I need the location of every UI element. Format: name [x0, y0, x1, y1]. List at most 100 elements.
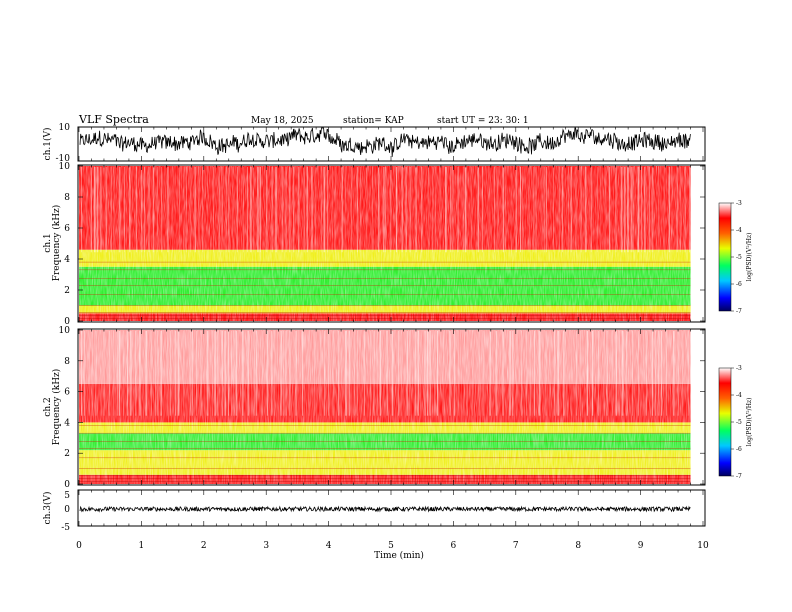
spectrogram-streak	[160, 331, 162, 416]
spectrogram-streak	[135, 331, 137, 416]
time-axis-ticklabels: 0 1 2 3 4 5 6 7 8 9 10	[76, 541, 709, 551]
spectrogram-streak	[515, 167, 517, 253]
spectrogram-streak	[386, 331, 388, 416]
spectrogram-streak	[319, 331, 322, 416]
colorbar-tick-label: -3	[736, 200, 742, 207]
spectrogram-streak	[288, 167, 291, 253]
spectrogram-streak	[520, 331, 522, 416]
spectrogram-streak	[167, 331, 169, 416]
spectrogram-streak	[532, 167, 535, 253]
spectrogram-streak	[668, 167, 671, 253]
spectrogram-streak	[354, 331, 355, 416]
spectrogram-streak	[214, 331, 216, 416]
y-tick-label: 0	[64, 480, 70, 490]
spectrogram-streak	[221, 167, 223, 253]
spectrogram-streak	[397, 331, 399, 416]
time-tick-label: 2	[201, 541, 207, 551]
spectrogram-streak	[591, 331, 594, 416]
spectrogram-streak	[370, 331, 371, 416]
spectrogram-streak	[452, 167, 454, 253]
spectrogram-streak	[409, 331, 411, 416]
spectrogram-streak	[118, 331, 121, 416]
y-tick-label: 0	[64, 317, 70, 327]
spectrogram-streak	[644, 167, 646, 253]
spectrogram-streak	[561, 167, 563, 253]
spectrogram-streak	[618, 331, 621, 416]
ch1-ytick-bottom: -10	[56, 154, 71, 164]
spectrogram-streak	[323, 167, 326, 253]
spectrogram-streak	[444, 167, 447, 253]
spectrogram-streak	[580, 331, 581, 416]
ch1-waveform-panel: 10 -10 ch.1(V)	[42, 123, 706, 164]
spectrogram-streak	[81, 331, 83, 416]
spectrogram-streak	[327, 331, 330, 416]
spectrogram-streak	[415, 167, 418, 253]
spectrogram-streak	[90, 167, 92, 253]
ch3-waveform-xticks	[78, 490, 704, 526]
spectrogram-streak	[429, 331, 432, 416]
spectrogram-streak	[382, 167, 385, 253]
spectrogram-streak	[658, 167, 660, 253]
spectrogram-streak	[512, 331, 514, 416]
spectrogram-streak	[603, 331, 605, 416]
y-tick-label: 2	[64, 286, 70, 296]
spectrogram-streak	[110, 167, 112, 253]
ch1-waveform-ylabel: ch.1(V)	[42, 128, 53, 161]
time-tick-label: 10	[697, 541, 709, 551]
y-tick-label: 8	[64, 357, 70, 367]
spectrogram-streak	[546, 167, 547, 253]
spectrogram-streak	[340, 331, 342, 416]
spectrogram-streak	[122, 331, 124, 416]
ch2-spectrogram-panel: 0 2 4 6 8 10 ch.2 Frequency (kHz)	[43, 326, 706, 490]
ch1-spectrogram-texture	[79, 166, 693, 321]
ch2-spectrogram-ylabel: Frequency (kHz)	[51, 369, 62, 446]
y-tick-label: 6	[64, 224, 70, 234]
time-tick-label: 3	[263, 541, 269, 551]
spectrogram-streak	[183, 331, 185, 416]
spectrogram-streak	[584, 167, 587, 253]
spectrogram-streak	[112, 331, 115, 416]
spectrogram-streak	[534, 331, 535, 416]
spectrogram-streak	[350, 167, 352, 253]
spectrogram-streak	[334, 167, 337, 253]
spectrogram-streak	[395, 167, 398, 253]
spectrogram-streak	[183, 167, 185, 253]
spectrogram-streak	[615, 167, 617, 253]
spectrogram-streak	[257, 167, 259, 253]
spectrogram-streak	[478, 331, 480, 416]
spectrogram-streak	[221, 331, 223, 416]
ch2-colorbar-label: log(PSD)(V²/Hz)	[746, 398, 753, 447]
spectrogram-streak	[250, 167, 252, 253]
spectrogram-streak	[443, 331, 445, 416]
spectrogram-streak	[477, 167, 480, 253]
spectrogram-streak	[449, 331, 451, 416]
spectrogram-streak	[434, 331, 436, 416]
spectrogram-streak	[126, 331, 129, 416]
spectrogram-streak	[391, 331, 394, 416]
spectrogram-streak	[554, 331, 556, 416]
spectrogram-streak	[590, 167, 592, 253]
spectrogram-streak	[118, 167, 121, 253]
spectrogram-streak	[189, 331, 192, 416]
ch1-spectrogram-lines	[79, 167, 691, 319]
spectrogram-streak	[91, 331, 93, 416]
spectrogram-streak	[687, 331, 689, 416]
spectrogram-streak	[563, 331, 565, 416]
spectrogram-streak	[314, 331, 316, 416]
spectrogram-streak	[161, 167, 162, 253]
ch3-waveform-panel: 5 0 -5 ch.3(V)	[42, 489, 706, 533]
spectrogram-streak	[376, 331, 378, 416]
spectrogram-streak	[200, 331, 202, 416]
ch2-colorbar-ticks: -3 -4 -5 -6 -7	[731, 365, 742, 480]
spectrogram-streak	[671, 167, 673, 253]
spectrogram-streak	[363, 331, 365, 416]
y-tick-label: 6	[64, 388, 70, 398]
spectrogram-streak	[605, 167, 607, 253]
spectrogram-streak	[494, 167, 496, 253]
spectrogram-streak	[366, 167, 368, 253]
chart-title: VLF Spectra	[78, 113, 149, 126]
ch2-colorbar-gradient	[718, 367, 732, 477]
spectrogram-streak	[81, 167, 82, 253]
spectrogram-streak	[360, 167, 362, 253]
